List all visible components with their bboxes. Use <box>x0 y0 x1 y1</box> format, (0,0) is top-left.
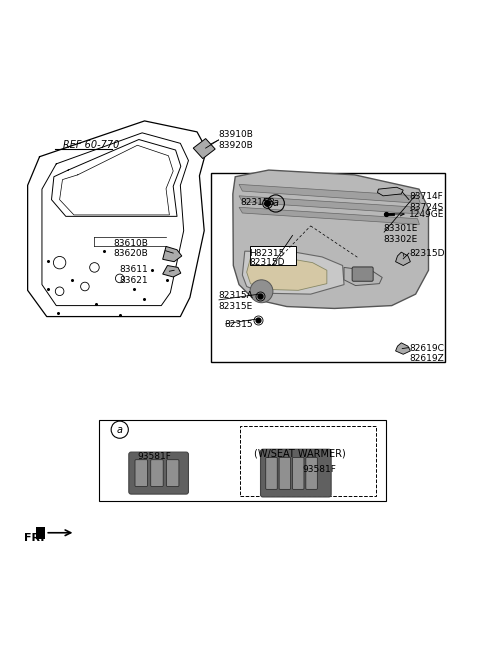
Polygon shape <box>239 208 420 225</box>
Text: 82315D: 82315D <box>250 258 285 267</box>
FancyBboxPatch shape <box>129 452 189 494</box>
FancyBboxPatch shape <box>240 426 376 497</box>
Text: 93581F: 93581F <box>302 464 336 474</box>
Polygon shape <box>247 258 327 290</box>
FancyBboxPatch shape <box>167 460 179 486</box>
Text: FR.: FR. <box>24 533 45 543</box>
FancyBboxPatch shape <box>135 460 147 486</box>
FancyBboxPatch shape <box>151 460 163 486</box>
FancyBboxPatch shape <box>250 246 296 265</box>
FancyBboxPatch shape <box>306 457 317 489</box>
Text: 93581F: 93581F <box>137 452 171 461</box>
Polygon shape <box>163 246 182 261</box>
Polygon shape <box>163 265 181 277</box>
Text: 83301E
83302E: 83301E 83302E <box>383 224 418 244</box>
FancyBboxPatch shape <box>352 267 373 281</box>
FancyBboxPatch shape <box>261 449 331 497</box>
FancyBboxPatch shape <box>266 457 277 489</box>
Text: REF 60-770: REF 60-770 <box>63 140 120 150</box>
FancyBboxPatch shape <box>279 457 290 489</box>
Polygon shape <box>396 252 410 265</box>
Text: 82315: 82315 <box>225 320 253 329</box>
FancyBboxPatch shape <box>292 457 304 489</box>
Text: 82315D: 82315D <box>409 248 445 258</box>
Polygon shape <box>193 139 215 158</box>
Polygon shape <box>239 185 420 204</box>
Text: 82619C
82619Z: 82619C 82619Z <box>409 344 444 363</box>
FancyBboxPatch shape <box>99 420 385 501</box>
Polygon shape <box>233 170 429 308</box>
Text: 1249GE: 1249GE <box>409 210 445 219</box>
FancyBboxPatch shape <box>211 173 445 362</box>
Polygon shape <box>239 196 420 214</box>
Text: a: a <box>117 424 123 435</box>
Text: 83910B
83920B: 83910B 83920B <box>218 130 253 150</box>
Text: 83611
83621: 83611 83621 <box>120 265 148 284</box>
Text: 83610B
83620B: 83610B 83620B <box>114 238 148 258</box>
Circle shape <box>250 280 273 303</box>
Polygon shape <box>377 187 403 196</box>
Polygon shape <box>344 267 382 286</box>
Polygon shape <box>396 343 410 354</box>
Text: (W/SEAT WARMER): (W/SEAT WARMER) <box>254 449 346 459</box>
Text: a: a <box>273 198 279 208</box>
Text: 83714F
83724S: 83714F 83724S <box>409 193 444 212</box>
Text: 82315B: 82315B <box>240 198 275 208</box>
Polygon shape <box>242 251 344 294</box>
Text: 82315A
82315E: 82315A 82315E <box>218 291 253 311</box>
Bar <box>36 526 45 539</box>
Text: H82315: H82315 <box>250 248 285 258</box>
